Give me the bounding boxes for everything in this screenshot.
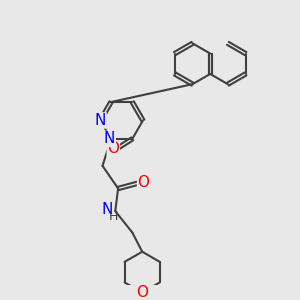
Text: O: O	[107, 141, 119, 156]
Text: H: H	[109, 210, 119, 223]
Text: N: N	[101, 202, 112, 217]
Text: O: O	[138, 175, 150, 190]
Text: N: N	[95, 113, 106, 128]
Text: O: O	[136, 285, 148, 300]
Text: N: N	[104, 131, 115, 146]
